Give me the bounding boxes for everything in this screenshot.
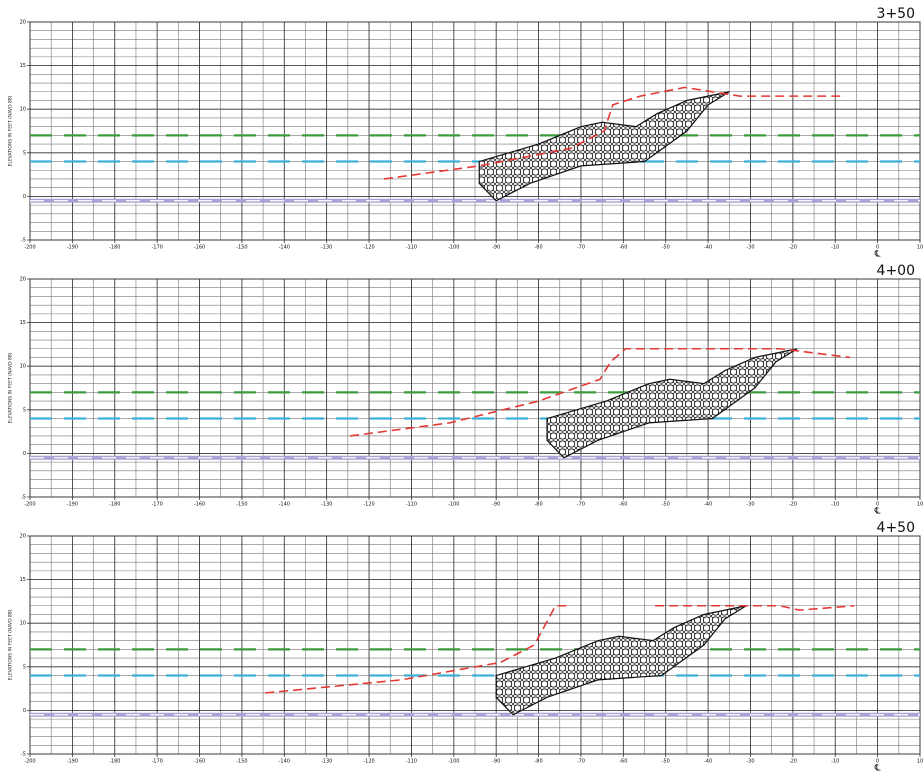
x-tick-label: -40	[704, 502, 712, 508]
y-tick-label: -5	[21, 495, 26, 501]
x-tick-label: -160	[194, 245, 205, 251]
x-tick-label: -50	[662, 245, 670, 251]
x-tick-label: -20	[789, 502, 797, 508]
y-tick-label: 5	[23, 664, 26, 670]
x-tick-label: -110	[406, 759, 417, 765]
x-tick-label: -150	[236, 759, 247, 765]
x-tick-label: -130	[321, 759, 332, 765]
x-tick-label: -200	[24, 759, 35, 765]
x-tick-label: -130	[321, 245, 332, 251]
x-tick-label: -120	[363, 502, 374, 508]
panel: -200-190-180-170-160-150-140-130-120-110…	[8, 6, 924, 260]
y-tick-label: 10	[20, 107, 26, 113]
x-tick-label: -100	[448, 502, 459, 508]
y-tick-label: -5	[21, 238, 26, 244]
x-tick-label: -20	[789, 759, 797, 765]
x-tick-label: -20	[789, 245, 797, 251]
x-tick-label: -70	[577, 502, 585, 508]
y-axis-label: ELEVATIONS IN FEET (NAVD 88)	[8, 352, 14, 423]
y-tick-label: 15	[20, 577, 26, 583]
x-tick-label: -90	[492, 502, 500, 508]
x-tick-label: -190	[67, 502, 78, 508]
x-tick-label: -10	[831, 245, 839, 251]
y-tick-label: 0	[23, 708, 26, 714]
x-tick-label: -80	[534, 502, 542, 508]
x-tick-label: -180	[109, 502, 120, 508]
centerline-label: ℄	[874, 250, 881, 260]
centerline-label: ℄	[874, 507, 881, 517]
y-tick-label: 10	[20, 621, 26, 627]
y-tick-label: -5	[21, 752, 26, 758]
y-tick-label: 5	[23, 407, 26, 413]
x-tick-label: -140	[279, 245, 290, 251]
panel: -200-190-180-170-160-150-140-130-120-110…	[8, 263, 924, 517]
x-tick-label: -190	[67, 245, 78, 251]
x-tick-label: 10	[917, 502, 923, 508]
x-tick-label: -100	[448, 759, 459, 765]
x-tick-label: 10	[917, 245, 923, 251]
x-tick-label: 10	[917, 759, 923, 765]
x-tick-label: -30	[746, 759, 754, 765]
y-tick-label: 20	[20, 277, 26, 283]
x-tick-label: -80	[534, 245, 542, 251]
y-tick-label: 0	[23, 451, 26, 457]
y-axis-label: ELEVATIONS IN FEET (NAVD 88)	[8, 95, 14, 166]
x-tick-label: -110	[406, 502, 417, 508]
x-tick-label: -170	[151, 245, 162, 251]
chart-title: 4+00	[877, 263, 915, 279]
x-tick-label: -190	[67, 759, 78, 765]
x-tick-label: -200	[24, 502, 35, 508]
y-tick-label: 10	[20, 364, 26, 370]
y-axis-label: ELEVATIONS IN FEET (NAVD 88)	[8, 609, 14, 680]
chart-title: 4+50	[877, 520, 915, 536]
x-tick-label: -160	[194, 502, 205, 508]
x-tick-label: -10	[831, 502, 839, 508]
x-tick-label: -30	[746, 245, 754, 251]
x-tick-label: -70	[577, 245, 585, 251]
y-tick-label: 5	[23, 150, 26, 156]
x-tick-label: -70	[577, 759, 585, 765]
x-tick-label: -80	[534, 759, 542, 765]
x-tick-label: -90	[492, 759, 500, 765]
y-tick-label: 15	[20, 63, 26, 69]
x-tick-label: -10	[831, 759, 839, 765]
x-tick-label: -150	[236, 502, 247, 508]
chart-title: 3+50	[877, 6, 915, 22]
x-tick-label: -110	[406, 245, 417, 251]
x-tick-label: -50	[662, 759, 670, 765]
centerline-label: ℄	[874, 764, 881, 771]
y-tick-label: 20	[20, 534, 26, 540]
y-tick-label: 0	[23, 194, 26, 200]
y-tick-label: 20	[20, 20, 26, 26]
x-tick-label: -120	[363, 245, 374, 251]
x-tick-label: -90	[492, 245, 500, 251]
x-tick-label: -160	[194, 759, 205, 765]
x-tick-label: -170	[151, 759, 162, 765]
x-tick-label: -40	[704, 759, 712, 765]
x-tick-label: -180	[109, 759, 120, 765]
x-tick-label: -200	[24, 245, 35, 251]
chart: -200-190-180-170-160-150-140-130-120-110…	[0, 0, 924, 771]
x-tick-label: -100	[448, 245, 459, 251]
x-tick-label: -50	[662, 502, 670, 508]
panel: -200-190-180-170-160-150-140-130-120-110…	[8, 520, 924, 771]
x-tick-label: -180	[109, 245, 120, 251]
page: {"chart_data": [ {"type": "line", "title…	[0, 0, 924, 771]
x-tick-label: -60	[619, 245, 627, 251]
x-tick-label: -130	[321, 502, 332, 508]
x-tick-label: -30	[746, 502, 754, 508]
x-tick-label: -150	[236, 245, 247, 251]
x-tick-label: -60	[619, 759, 627, 765]
x-tick-label: -120	[363, 759, 374, 765]
y-tick-label: 15	[20, 320, 26, 326]
x-tick-label: -140	[279, 759, 290, 765]
x-tick-label: -40	[704, 245, 712, 251]
x-tick-label: -60	[619, 502, 627, 508]
x-tick-label: -140	[279, 502, 290, 508]
x-tick-label: -170	[151, 502, 162, 508]
